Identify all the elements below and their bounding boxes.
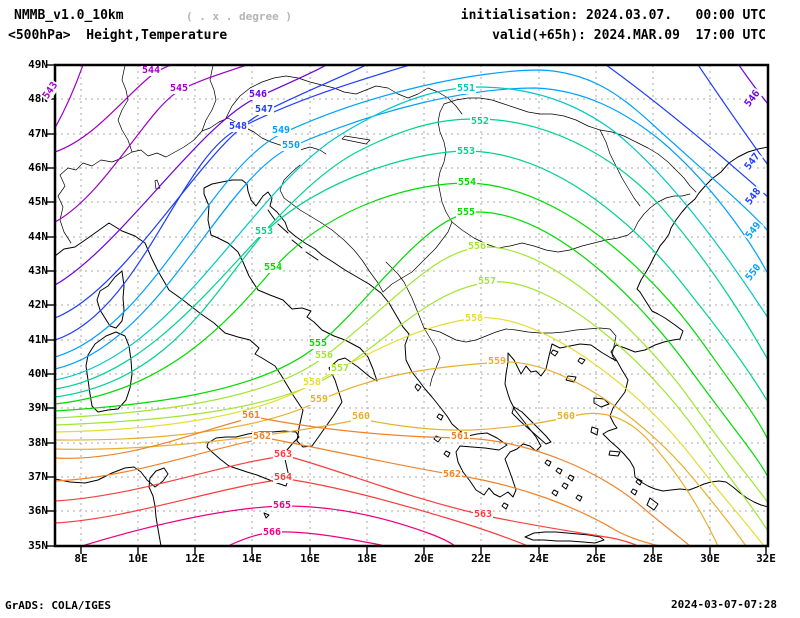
contour-label-564: 564	[272, 472, 294, 483]
lat-label-39N: 39N	[28, 401, 48, 414]
contour-label-549: 549	[270, 125, 292, 136]
lon-label-14E: 14E	[242, 552, 262, 565]
contour-label-546: 546	[247, 89, 269, 100]
contour-label-562: 562	[251, 431, 273, 442]
creation-timestamp: 2024-03-07-07:28	[671, 598, 777, 611]
contour-label-553: 553	[455, 146, 477, 157]
lon-label-18E: 18E	[357, 552, 377, 565]
initialisation-time: initialisation: 2024.03.07. 00:00 UTC	[460, 8, 766, 23]
contour-label-565: 565	[271, 500, 293, 511]
lon-label-30E: 30E	[700, 552, 720, 565]
model-title: NMMB_v1.0_10km	[14, 8, 124, 23]
contour-label-548: 548	[227, 121, 249, 132]
lat-label-36N: 36N	[28, 504, 48, 517]
contour-label-554: 554	[262, 262, 284, 273]
contour-label-544: 544	[140, 65, 162, 76]
map-frame	[53, 63, 770, 548]
axis-ticks	[47, 64, 767, 554]
grid-lines	[55, 65, 768, 546]
contour-label-557: 557	[476, 276, 498, 287]
lon-label-32E: 32E	[756, 552, 776, 565]
lon-label-26E: 26E	[586, 552, 606, 565]
lat-label-46N: 46N	[28, 161, 48, 174]
contour-label-563: 563	[472, 509, 494, 520]
contour-label-554: 554	[456, 177, 478, 188]
contour-label-555: 555	[455, 207, 477, 218]
contour-label-559: 559	[486, 356, 508, 367]
lon-label-20E: 20E	[414, 552, 434, 565]
lon-label-10E: 10E	[128, 552, 148, 565]
country-borders	[57, 65, 697, 387]
contour-label-547: 547	[253, 104, 275, 115]
lat-label-45N: 45N	[28, 195, 48, 208]
grads-credit: GrADS: COLA/IGES	[5, 599, 111, 612]
lat-label-41N: 41N	[28, 333, 48, 346]
contour-label-560: 560	[350, 411, 372, 422]
lat-label-37N: 37N	[28, 470, 48, 483]
grid-resolution-note: ( . x . degree )	[186, 10, 292, 23]
lat-label-42N: 42N	[28, 298, 48, 311]
contour-label-552: 552	[469, 116, 491, 127]
contour-label-550: 550	[280, 140, 302, 151]
lat-label-40N: 40N	[28, 367, 48, 380]
contour-label-555: 555	[307, 338, 329, 349]
contour-label-557: 557	[329, 363, 351, 374]
field-title: <500hPa> Height,Temperature	[8, 28, 228, 43]
valid-time: valid(+65h): 2024.MAR.09 17:00 UTC	[492, 28, 766, 43]
contour-label-563: 563	[272, 449, 294, 460]
lon-label-8E: 8E	[74, 552, 88, 565]
contour-label-566: 566	[261, 527, 283, 538]
lon-label-16E: 16E	[300, 552, 320, 565]
lon-label-22E: 22E	[471, 552, 491, 565]
height-contours	[55, 65, 768, 546]
contour-label-558: 558	[463, 313, 485, 324]
contour-label-556: 556	[313, 350, 335, 361]
contour-label-558: 558	[301, 377, 323, 388]
lon-label-24E: 24E	[529, 552, 549, 565]
lat-label-43N: 43N	[28, 264, 48, 277]
lat-label-47N: 47N	[28, 127, 48, 140]
lat-label-49N: 49N	[28, 58, 48, 71]
lon-label-12E: 12E	[185, 552, 205, 565]
contour-label-561: 561	[240, 410, 262, 421]
contour-label-559: 559	[308, 394, 330, 405]
contour-label-545: 545	[168, 83, 190, 94]
contour-label-553: 553	[253, 226, 275, 237]
lon-label-28E: 28E	[643, 552, 663, 565]
contour-label-560: 560	[555, 411, 577, 422]
contour-label-562: 562	[441, 469, 463, 480]
lat-label-44N: 44N	[28, 230, 48, 243]
contour-label-561: 561	[449, 431, 471, 442]
contour-label-551: 551	[455, 83, 477, 94]
lat-label-38N: 38N	[28, 436, 48, 449]
contour-label-556: 556	[466, 241, 488, 252]
lat-label-35N: 35N	[28, 539, 48, 552]
